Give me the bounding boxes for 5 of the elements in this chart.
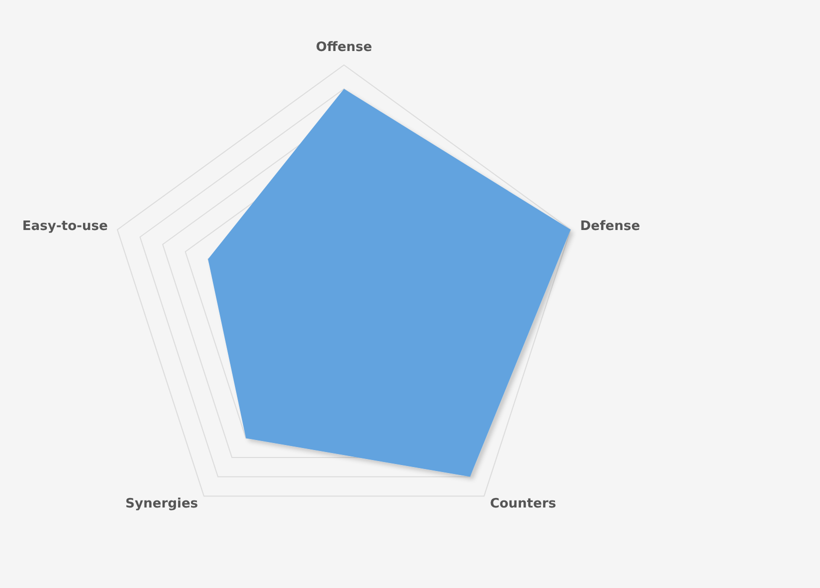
- spoke-label: Synergies: [125, 496, 198, 512]
- spoke-label: Counters: [490, 496, 556, 512]
- spoke-label: Easy-to-use: [22, 219, 108, 234]
- spoke-label: Defense: [580, 219, 640, 234]
- spoke-label: Offense: [316, 40, 372, 55]
